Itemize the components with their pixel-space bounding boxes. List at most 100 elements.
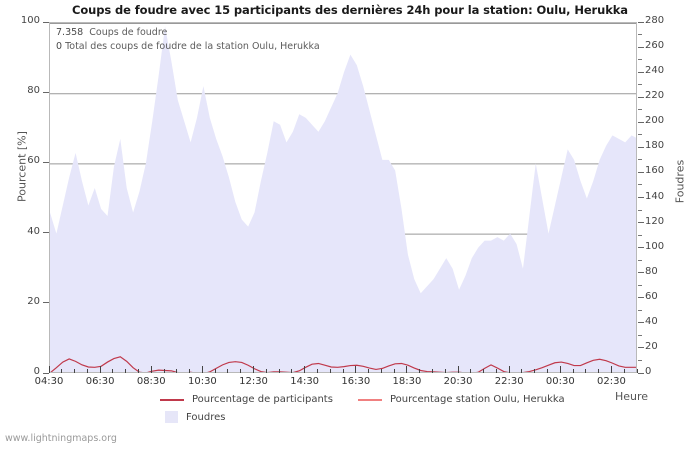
- x-axis-tick-label: 04:30: [34, 376, 64, 387]
- x-axis-tick-label: 18:30: [392, 376, 422, 387]
- y-axis-right-tickmark: [638, 222, 644, 224]
- y-axis-right-minor-tickmark: [638, 84, 642, 86]
- x-axis-minor-tickmark: [189, 369, 191, 373]
- plot-area: [49, 22, 637, 373]
- y-axis-right-minor-tickmark: [638, 234, 642, 236]
- y-axis-right-tickmark: [638, 297, 644, 299]
- y-axis-right-tick-label: 100: [645, 240, 665, 252]
- x-axis-minor-tickmark: [470, 369, 472, 373]
- x-axis-major-tickmark: [253, 366, 255, 373]
- y-axis-right-tickmark: [638, 247, 644, 249]
- x-axis-tick-label: 20:30: [443, 376, 473, 387]
- x-axis-minor-tickmark: [265, 369, 267, 373]
- y-axis-right-tick-label: 180: [645, 140, 665, 152]
- x-axis-minor-tickmark: [444, 369, 446, 373]
- x-axis-minor-tickmark: [585, 369, 587, 373]
- legend-item-foudres[interactable]: Foudres: [160, 411, 225, 423]
- x-axis-tick-label: 12:30: [239, 376, 268, 387]
- y-axis-left-tickmark: [43, 21, 49, 23]
- y-axis-left-tick-label: 60: [27, 155, 40, 167]
- y-axis-right-tick-label: 80: [645, 265, 658, 277]
- legend-swatch-participants: [160, 398, 184, 401]
- x-axis-minor-tickmark: [572, 369, 574, 373]
- x-axis-tick-label: 22:30: [494, 376, 524, 387]
- x-axis-minor-tickmark: [419, 369, 421, 373]
- y-axis-right-tickmark: [638, 322, 644, 324]
- legend-swatch-station: [358, 398, 382, 401]
- x-axis-major-tickmark: [304, 366, 306, 373]
- y-axis-left-tick-label: 40: [27, 225, 40, 237]
- y-axis-right-tickmark: [638, 372, 644, 374]
- x-axis-minor-tickmark: [278, 369, 280, 373]
- x-axis-minor-tickmark: [86, 369, 88, 373]
- y-axis-right-tickmark: [638, 96, 644, 98]
- x-axis-minor-tickmark: [636, 369, 638, 373]
- legend-label-foudres: Foudres: [186, 411, 226, 423]
- x-axis-minor-tickmark: [316, 369, 318, 373]
- y-axis-right-tick-label: 160: [645, 165, 665, 177]
- y-axis-right-tick-label: 280: [645, 15, 665, 26]
- y-axis-right-tick-label: 220: [645, 90, 665, 102]
- y-axis-right-minor-tickmark: [638, 159, 642, 161]
- y-axis-right-tickmark: [638, 121, 644, 123]
- y-axis-left-tickmark: [43, 161, 49, 163]
- y-axis-right-title: Foudres: [673, 159, 687, 204]
- x-axis-major-tickmark: [406, 366, 408, 373]
- y-axis-left-tickmark: [43, 91, 49, 93]
- x-axis-minor-tickmark: [61, 369, 63, 373]
- x-axis-minor-tickmark: [74, 369, 76, 373]
- x-axis-minor-tickmark: [598, 369, 600, 373]
- y-axis-right-tick-label: 60: [645, 290, 658, 302]
- x-axis-minor-tickmark: [176, 369, 178, 373]
- plot-svg: [50, 23, 636, 372]
- y-axis-right-tick-label: 0: [645, 366, 652, 377]
- y-axis-left-tickmark: [43, 372, 49, 374]
- y-axis-right-tickmark: [638, 71, 644, 73]
- legend-label-station: Pourcentage station Oulu, Herukka: [390, 394, 565, 405]
- legend-label-participants: Pourcentage de participants: [192, 394, 333, 405]
- y-axis-left-tick-label: 0: [33, 366, 40, 377]
- x-axis-major-tickmark: [99, 366, 101, 373]
- x-axis-minor-tickmark: [137, 369, 139, 373]
- y-axis-left-tickmark: [43, 232, 49, 234]
- y-axis-right-minor-tickmark: [638, 309, 642, 311]
- x-axis-tick-label: 08:30: [136, 376, 166, 387]
- x-axis-minor-tickmark: [329, 369, 331, 373]
- legend-swatch-foudres: [165, 411, 178, 423]
- x-axis-major-tickmark: [457, 366, 459, 373]
- x-axis-minor-tickmark: [431, 369, 433, 373]
- y-axis-right-tickmark: [638, 272, 644, 274]
- y-axis-left-tickmark: [43, 302, 49, 304]
- x-axis-minor-tickmark: [214, 369, 216, 373]
- y-axis-left-tick-label: 100: [20, 15, 40, 26]
- x-axis-minor-tickmark: [623, 369, 625, 373]
- y-axis-right-tickmark: [638, 21, 644, 23]
- x-axis-tick-label: 10:30: [187, 376, 217, 387]
- y-axis-right-tickmark: [638, 197, 644, 198]
- x-axis-minor-tickmark: [495, 369, 497, 373]
- legend-item-participants[interactable]: Pourcentage de participants: [160, 394, 333, 405]
- x-axis-tick-label: 14:30: [290, 376, 320, 387]
- y-axis-right-minor-tickmark: [638, 184, 642, 186]
- x-axis-minor-tickmark: [393, 369, 395, 373]
- x-axis-tick-label: 16:30: [341, 376, 371, 387]
- x-axis-minor-tickmark: [227, 369, 229, 373]
- y-axis-right-tick-label: 140: [645, 190, 665, 202]
- y-axis-right-tick-label: 200: [645, 115, 665, 127]
- participants-percentage-line: [50, 356, 636, 372]
- x-axis-tick-label: 00:30: [545, 376, 575, 387]
- y-axis-right-minor-tickmark: [638, 209, 642, 211]
- y-axis-right-tick-label: 260: [645, 40, 665, 52]
- x-axis-minor-tickmark: [534, 369, 536, 373]
- y-axis-right-minor-tickmark: [638, 284, 642, 286]
- y-axis-right-tick-label: 20: [645, 340, 658, 352]
- y-axis-right-minor-tickmark: [638, 109, 642, 111]
- y-axis-right-tick-label: 40: [645, 315, 658, 327]
- y-axis-right-tick-label: 120: [645, 215, 665, 227]
- x-axis-minor-tickmark: [380, 369, 382, 373]
- legend-item-station[interactable]: Pourcentage station Oulu, Herukka: [358, 394, 565, 405]
- y-axis-right-minor-tickmark: [638, 134, 642, 136]
- page-title: Coups de foudre avec 15 participants des…: [72, 3, 628, 17]
- y-axis-left-tick-label: 80: [27, 85, 40, 97]
